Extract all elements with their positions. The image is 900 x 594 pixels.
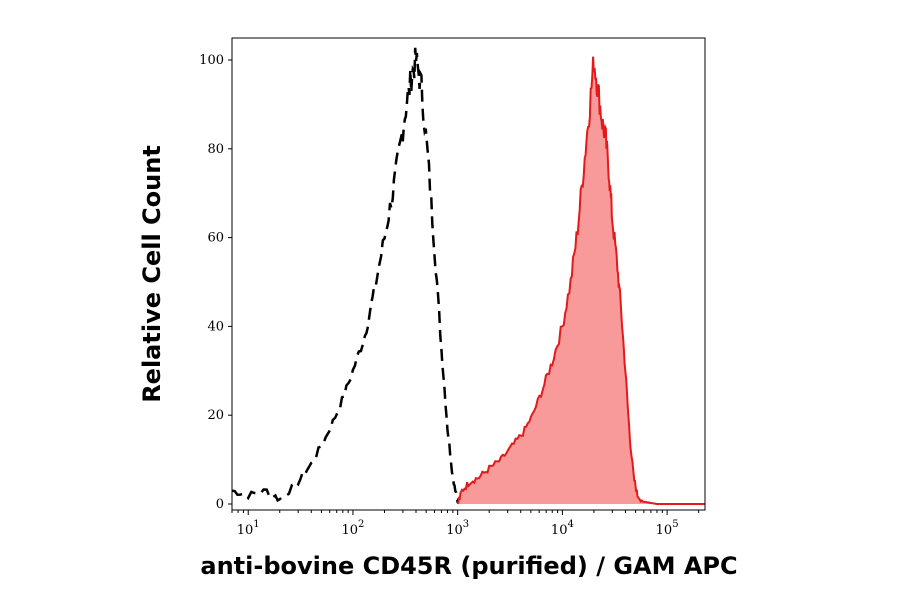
x-tick-label: 105 <box>656 519 679 538</box>
x-tick-base: 10 <box>446 523 463 538</box>
x-tick-base: 10 <box>341 523 358 538</box>
x-tick-label: 104 <box>551 519 574 538</box>
x-tick-exp: 4 <box>567 519 573 530</box>
x-tick-exp: 5 <box>672 519 678 530</box>
x-tick-exp: 3 <box>463 519 469 530</box>
y-axis-title: Relative Cell Count <box>138 145 166 403</box>
x-axis: 101 102 103 104 105 <box>231 510 700 538</box>
x-tick-base: 10 <box>656 523 673 538</box>
x-tick-label: 101 <box>237 519 260 538</box>
x-tick-label: 102 <box>341 519 364 538</box>
x-tick-exp: 2 <box>358 519 364 530</box>
y-tick-label: 100 <box>199 53 224 68</box>
series-0-line <box>231 47 463 505</box>
y-tick-label: 20 <box>207 408 224 423</box>
y-tick-label: 40 <box>207 319 224 334</box>
x-axis-title: anti-bovine CD45R (purified) / GAM APC <box>200 552 737 580</box>
x-tick-exp: 1 <box>253 519 259 530</box>
y-tick-label: 80 <box>207 142 224 157</box>
y-axis: 0 20 40 60 80 100 <box>199 53 232 512</box>
plot-frame <box>231 37 706 511</box>
x-tick-base: 10 <box>237 523 254 538</box>
y-tick-label: 60 <box>207 231 224 246</box>
series-1-line <box>456 56 705 505</box>
series-layer <box>231 47 705 505</box>
x-tick-base: 10 <box>551 523 568 538</box>
series-1-fill <box>457 56 705 504</box>
x-tick-label: 103 <box>446 519 469 538</box>
y-tick-label: 0 <box>216 497 224 512</box>
